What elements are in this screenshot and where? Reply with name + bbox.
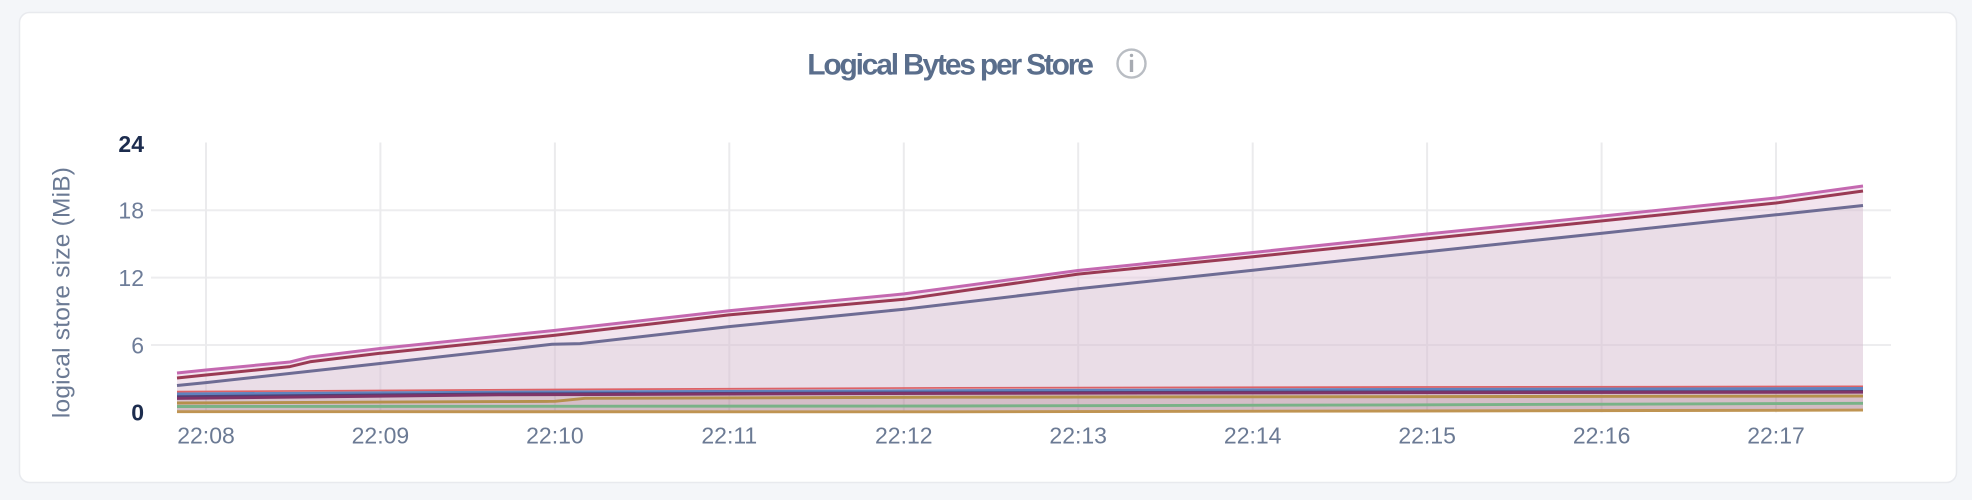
svg-text:Logical Bytes per Store: Logical Bytes per Store bbox=[807, 49, 1093, 82]
svg-text:0: 0 bbox=[131, 400, 144, 426]
svg-text:18: 18 bbox=[118, 198, 144, 224]
svg-text:22:08: 22:08 bbox=[177, 423, 235, 449]
svg-text:22:11: 22:11 bbox=[701, 423, 757, 449]
svg-text:22:17: 22:17 bbox=[1747, 423, 1805, 449]
svg-text:22:14: 22:14 bbox=[1224, 423, 1282, 449]
svg-text:6: 6 bbox=[131, 332, 144, 358]
svg-text:12: 12 bbox=[118, 265, 144, 291]
svg-text:22:12: 22:12 bbox=[875, 423, 933, 449]
svg-text:22:09: 22:09 bbox=[352, 423, 410, 449]
svg-text:logical store size (MiB): logical store size (MiB) bbox=[49, 167, 76, 418]
svg-text:22:10: 22:10 bbox=[526, 423, 584, 449]
svg-text:22:15: 22:15 bbox=[1398, 423, 1456, 449]
svg-text:22:16: 22:16 bbox=[1573, 423, 1631, 449]
svg-text:24: 24 bbox=[118, 131, 144, 157]
svg-text:22:13: 22:13 bbox=[1049, 423, 1107, 449]
